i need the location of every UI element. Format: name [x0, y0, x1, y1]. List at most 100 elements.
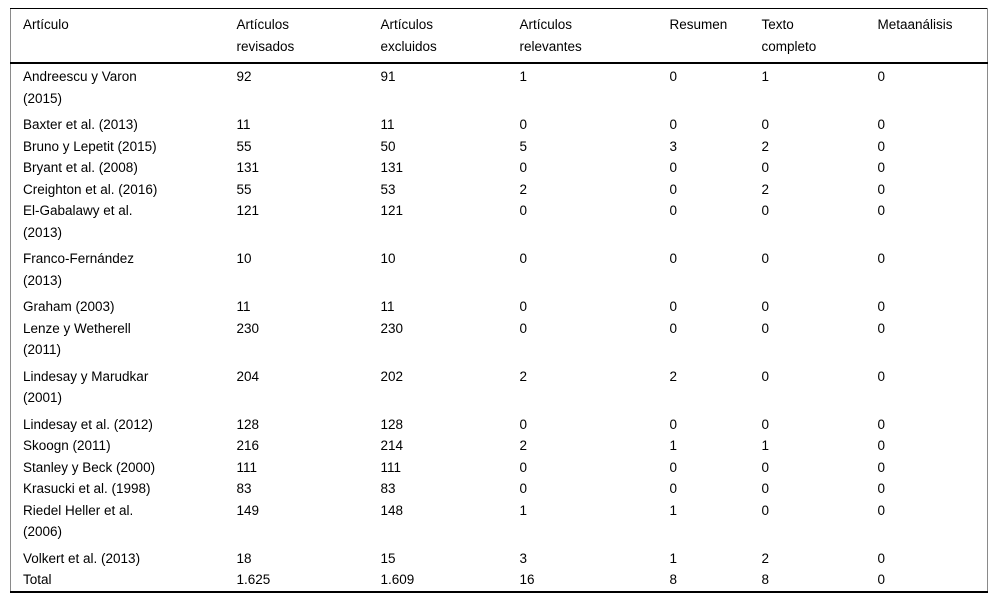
value-cell-reviewed: 11: [236, 299, 251, 314]
value-cell-abstract: 0: [669, 459, 678, 475]
article-cell: Volkert et al. (2013): [23, 550, 141, 566]
value-cell-relevant: 0: [519, 251, 528, 266]
value-cell-meta-analysis: 0: [877, 481, 886, 496]
value-cell-abstract: 2: [669, 368, 678, 384]
value-cell-reviewed: 10: [236, 251, 252, 266]
value-cell-meta-analysis: 0: [877, 550, 886, 566]
value-cell-reviewed: 121: [236, 203, 260, 218]
value-cell-relevant: 1: [519, 502, 528, 518]
article-cell: Lindesay y Marudkar (2001): [23, 368, 149, 406]
value-cell-meta-analysis: 0: [877, 459, 886, 475]
table-row: Andreescu y Varon (2015) 92 91 1 0 1 0: [11, 63, 988, 114]
value-cell-relevant: 0: [519, 117, 528, 132]
value-cell-meta-analysis: 0: [877, 502, 886, 518]
table-row: Graham (2003) 11 11 0 0 0 0: [11, 296, 988, 318]
column-header-relevant: Artículos relevantes: [507, 8, 658, 64]
value-cell-relevant: 16: [519, 572, 535, 587]
value-cell-excluded: 50: [380, 138, 396, 154]
table-row: Riedel Heller et al. (2006) 149 148 1 1 …: [11, 500, 988, 548]
table-row: Lindesay et al. (2012) 128 128 0 0 0 0: [11, 414, 988, 436]
value-cell-excluded: 83: [380, 481, 396, 496]
table-row: Bryant et al. (2008) 131 131 0 0 0 0: [11, 157, 988, 179]
value-cell-full-text: 2: [761, 181, 770, 197]
article-cell: Baxter et al. (2013): [23, 117, 138, 132]
value-cell-reviewed: 131: [236, 160, 260, 175]
article-cell: Graham (2003): [23, 299, 115, 314]
table-row: Franco-Fernández (2013) 10 10 0 0 0 0: [11, 248, 988, 296]
value-cell-reviewed: 216: [236, 438, 260, 453]
value-cell-full-text: 0: [761, 368, 770, 384]
table-row: Skoogn (2011) 216 214 2 1 1 0: [11, 435, 988, 457]
header-row: Artículo Artículos revisados Artículos e…: [10, 8, 988, 64]
table-body: Andreescu y Varon (2015) 92 91 1 0 1 0 B…: [11, 63, 988, 592]
value-cell-abstract: 0: [669, 203, 678, 218]
value-cell-reviewed: 111: [236, 459, 258, 475]
value-cell-relevant: 2: [519, 368, 528, 384]
table-row: Volkert et al. (2013) 18 15 3 1 2 0: [11, 548, 988, 570]
value-cell-excluded: 11: [380, 117, 395, 132]
value-cell-full-text: 0: [761, 459, 770, 475]
value-cell-excluded: 121: [380, 203, 404, 218]
article-cell: Riedel Heller et al. (2006): [23, 502, 134, 540]
column-header-reviewed: Artículos revisados: [224, 8, 369, 64]
table-row: Lindesay y Marudkar (2001) 204 202 2 2 0…: [11, 366, 988, 414]
value-cell-excluded: 131: [380, 160, 404, 175]
value-cell-relevant: 0: [519, 160, 528, 175]
value-cell-excluded: 128: [380, 416, 404, 432]
article-cell: Bruno y Lepetit (2015): [23, 138, 157, 154]
table-row: Creighton et al. (2016) 55 53 2 0 2 0: [11, 179, 988, 201]
value-cell-meta-analysis: 0: [877, 181, 886, 197]
column-header-meta-analysis: Metaanálisis: [865, 8, 988, 64]
value-cell-reviewed: 18: [236, 550, 252, 566]
value-cell-abstract: 0: [669, 160, 678, 175]
value-cell-full-text: 0: [761, 502, 770, 518]
value-cell-relevant: 0: [519, 459, 528, 475]
value-cell-full-text: 0: [761, 320, 770, 336]
table-header: Artículo Artículos revisados Artículos e…: [10, 8, 988, 64]
value-cell-meta-analysis: 0: [877, 438, 886, 453]
value-cell-excluded: 53: [380, 181, 396, 197]
value-cell-full-text: 2: [761, 138, 770, 154]
column-header-article: Artículo: [10, 8, 225, 64]
value-cell-reviewed: 92: [236, 69, 252, 84]
table-row: El-Gabalawy et al. (2013) 121 121 0 0 0 …: [11, 200, 988, 248]
article-cell: Skoogn (2011): [23, 438, 111, 453]
value-cell-abstract: 0: [669, 481, 678, 496]
value-cell-excluded: 15: [380, 550, 396, 566]
value-cell-abstract: 0: [669, 181, 678, 197]
value-cell-relevant: 0: [519, 416, 528, 432]
value-cell-meta-analysis: 0: [877, 368, 886, 384]
value-cell-full-text: 0: [761, 203, 770, 218]
value-cell-reviewed: 83: [236, 481, 252, 496]
column-header-excluded: Artículos excluidos: [368, 8, 508, 64]
value-cell-excluded: 11: [380, 299, 395, 314]
value-cell-abstract: 1: [669, 438, 678, 453]
value-cell-excluded: 202: [380, 368, 404, 384]
value-cell-excluded: 1.609: [380, 572, 415, 587]
article-cell: Krasucki et al. (1998): [23, 481, 151, 496]
value-cell-abstract: 3: [669, 138, 678, 154]
value-cell-excluded: 148: [380, 502, 404, 518]
value-cell-abstract: 0: [669, 117, 678, 132]
value-cell-full-text: 0: [761, 251, 770, 266]
value-cell-full-text: 2: [761, 550, 770, 566]
value-cell-meta-analysis: 0: [877, 251, 886, 266]
value-cell-excluded: 230: [380, 320, 404, 336]
value-cell-abstract: 1: [669, 550, 678, 566]
value-cell-full-text: 1: [761, 69, 770, 84]
value-cell-full-text: 0: [761, 299, 770, 314]
table-row: Krasucki et al. (1998) 83 83 0 0 0 0: [11, 478, 988, 500]
value-cell-meta-analysis: 0: [877, 138, 886, 154]
value-cell-relevant: 1: [519, 69, 528, 84]
value-cell-excluded: 214: [380, 438, 404, 453]
value-cell-relevant: 2: [519, 438, 528, 453]
value-cell-meta-analysis: 0: [877, 69, 886, 84]
article-cell: Lenze y Wetherell (2011): [23, 320, 131, 358]
value-cell-abstract: 1: [669, 502, 678, 518]
value-cell-reviewed: 204: [236, 368, 260, 384]
value-cell-reviewed: 230: [236, 320, 260, 336]
article-cell: Lindesay et al. (2012): [23, 416, 153, 432]
value-cell-reviewed: 1.625: [236, 572, 271, 587]
table-row: Total 1.625 1.609 16 8 8 0: [11, 569, 988, 592]
